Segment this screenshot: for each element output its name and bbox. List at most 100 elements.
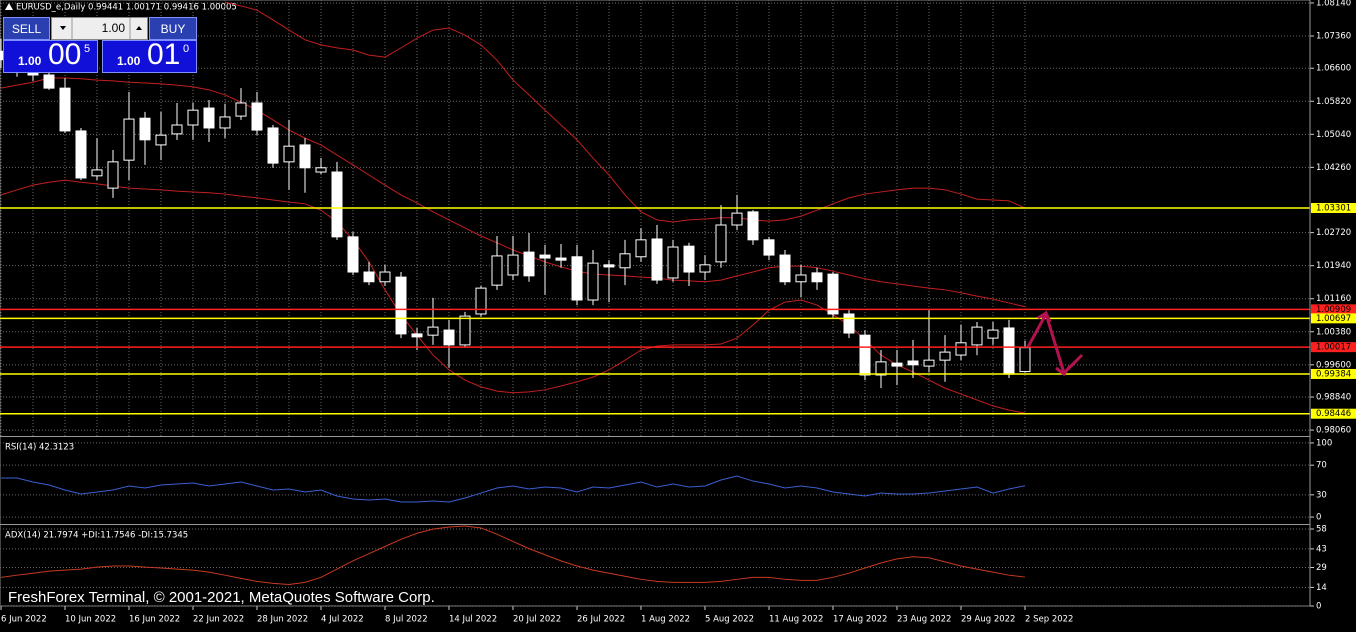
level-label-bg <box>1311 313 1356 324</box>
x-tick-label: 17 Aug 2022 <box>833 615 887 625</box>
candle-body <box>347 236 359 273</box>
ask-big: 1.00 <box>117 54 141 68</box>
pane-title: ADX(14) 21.7974 +DI:11.7546 -DI:15.7345 <box>5 531 188 541</box>
candle-body <box>827 273 839 315</box>
y-tick-label: 0.98060 <box>1316 426 1351 436</box>
candle-body <box>651 238 663 281</box>
x-tick-label: 14 Jul 2022 <box>449 615 497 625</box>
candle-body <box>875 361 887 376</box>
y-tick-label: 70 <box>1316 461 1327 471</box>
candle-body <box>139 117 151 141</box>
candle-body <box>1003 327 1015 375</box>
sell-button[interactable]: SELL <box>3 17 50 40</box>
candle-body <box>635 239 647 258</box>
x-tick-label: 29 Aug 2022 <box>961 615 1015 625</box>
candle-body <box>923 359 935 367</box>
candle-body <box>603 264 615 268</box>
band-line <box>224 1 1026 223</box>
level-label: 1.00909 <box>1316 305 1351 315</box>
candle-body <box>155 134 167 146</box>
y-tick-label: 0.99600 <box>1316 360 1351 370</box>
candle-body <box>59 87 71 132</box>
x-tick-label: 11 Aug 2022 <box>769 615 823 625</box>
buy-button[interactable]: BUY <box>149 17 197 40</box>
level-label-bg <box>1311 203 1356 214</box>
candle-body <box>907 360 919 366</box>
candle-body <box>475 287 487 315</box>
y-tick-label: 30 <box>1316 490 1327 500</box>
candle-body <box>235 102 247 117</box>
bid-big: 1.00 <box>18 54 42 68</box>
arrow-head <box>1037 310 1052 323</box>
level-label-bg <box>1311 408 1356 419</box>
candle-body <box>107 161 119 189</box>
bid-pips: 00 <box>48 38 82 71</box>
y-tick-label: 1.00380 <box>1316 327 1351 337</box>
candle-body <box>939 351 951 361</box>
y-tick-label: 1.06600 <box>1316 64 1351 74</box>
candle-body <box>795 274 807 283</box>
candle-body <box>219 116 231 129</box>
candle-body <box>171 124 183 135</box>
candle-body <box>1019 347 1031 373</box>
candle-body <box>283 145 295 163</box>
y-tick-label: 0 <box>1316 602 1321 612</box>
candle-body <box>571 256 583 301</box>
candle-body <box>811 272 823 283</box>
candle-body <box>667 246 679 279</box>
candle-body <box>75 130 87 179</box>
ask-pips: 01 <box>147 38 181 71</box>
candle-body <box>395 276 407 335</box>
level-label: 0.99384 <box>1316 369 1351 379</box>
candle-body <box>363 271 375 283</box>
y-tick-label: 1.07360 <box>1316 32 1351 42</box>
lot-down[interactable] <box>60 26 66 30</box>
candle-body <box>267 127 279 164</box>
candle-body <box>763 239 775 256</box>
y-tick-label: 1.04260 <box>1316 163 1351 173</box>
x-tick-label: 2 Sep 2022 <box>1025 615 1073 625</box>
x-tick-label: 8 Jul 2022 <box>385 615 428 625</box>
candle-body <box>427 326 439 336</box>
ask-price[interactable]: 1.00 01 0 <box>102 38 197 73</box>
header-icon <box>5 3 13 10</box>
candle-body <box>683 245 695 273</box>
candle-body <box>411 333 423 338</box>
bid-price[interactable]: 1.00 00 5 <box>3 38 98 73</box>
lot-arrows <box>60 18 142 39</box>
level-label-bg <box>1311 342 1356 353</box>
x-tick-label: 6 Jun 2022 <box>1 615 47 625</box>
candle-body <box>299 144 311 169</box>
level-label: 0.98446 <box>1316 409 1351 419</box>
candle-body <box>91 169 103 177</box>
lot-input[interactable]: 1.00 <box>51 17 148 40</box>
lot-up[interactable] <box>136 26 142 30</box>
indicator-line <box>0 525 1026 585</box>
candle-body <box>443 329 455 346</box>
candle-body <box>619 253 631 269</box>
level-label: 1.00017 <box>1316 343 1351 353</box>
x-tick-label: 28 Jun 2022 <box>257 615 308 625</box>
pane-title: RSI(14) 42.3123 <box>5 443 74 453</box>
level-label: 1.03301 <box>1316 204 1351 214</box>
level-label-bg <box>1311 304 1356 315</box>
y-tick-label: 1.05820 <box>1316 97 1351 107</box>
indicator-line <box>1 475 1026 503</box>
candle-body <box>587 262 599 301</box>
watermark: FreshForex Terminal, © 2001-2021, MetaQu… <box>8 589 435 606</box>
x-tick-label: 22 Jun 2022 <box>193 615 244 625</box>
x-tick-label: 4 Jul 2022 <box>321 615 364 625</box>
candle-body <box>555 257 567 261</box>
y-tick-label: 0.98840 <box>1316 393 1351 403</box>
candle-body <box>187 109 199 126</box>
candle-body <box>491 255 503 286</box>
candle-body <box>539 254 551 259</box>
candle-body <box>315 167 327 173</box>
candle-body <box>715 224 727 263</box>
y-tick-label: 1.01940 <box>1316 261 1351 271</box>
candle-body <box>379 271 391 283</box>
candle-body <box>971 326 983 346</box>
arrow-head <box>1055 365 1072 377</box>
